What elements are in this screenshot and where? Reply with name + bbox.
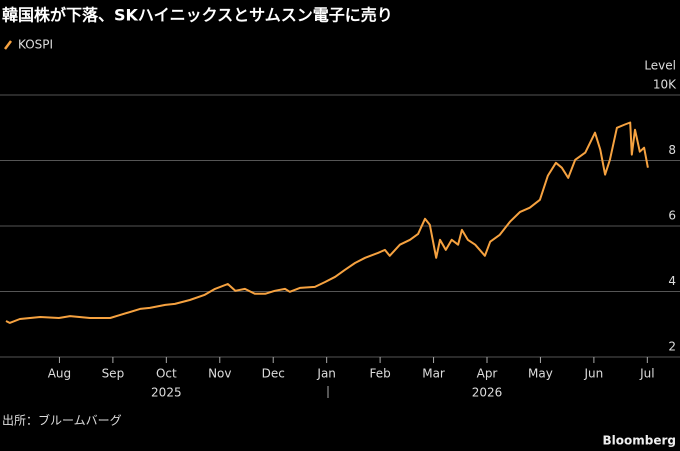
x-year-label: 2025: [151, 386, 182, 400]
y-axis-label: Level: [644, 59, 676, 73]
y-tick-label: 2: [668, 340, 676, 354]
x-tick-label: Dec: [262, 367, 285, 381]
x-tick-label: Jan: [316, 367, 336, 381]
y-tick-label: 4: [668, 274, 676, 288]
legend-label: KOSPI: [18, 38, 53, 52]
x-tick-label: Aug: [48, 367, 71, 381]
y-tick-label: 6: [668, 209, 676, 223]
x-tick-label: Apr: [477, 367, 498, 381]
legend-icon: [4, 40, 12, 50]
y-tick-label: 8: [668, 143, 676, 157]
x-tick-label: May: [528, 367, 553, 381]
y-tick-label: 10K: [653, 78, 677, 92]
x-tick-label: Sep: [102, 367, 125, 381]
x-tick-label: Nov: [208, 367, 231, 381]
source: 出所：ブルームバーグ: [2, 413, 122, 428]
brand: Bloomberg: [603, 434, 677, 448]
x-tick-label: Jun: [584, 367, 604, 381]
line: [5, 121, 649, 324]
chart-title: 韓国株が下落、SKハイニックスとサムスン電子に売り: [2, 6, 393, 25]
x-tick-label: Jul: [639, 367, 654, 381]
x-tick-label: Mar: [422, 367, 445, 381]
x-tick-label: Feb: [369, 367, 390, 381]
x-tick-label: Oct: [156, 367, 177, 381]
x-year-label: 2026: [472, 386, 503, 400]
